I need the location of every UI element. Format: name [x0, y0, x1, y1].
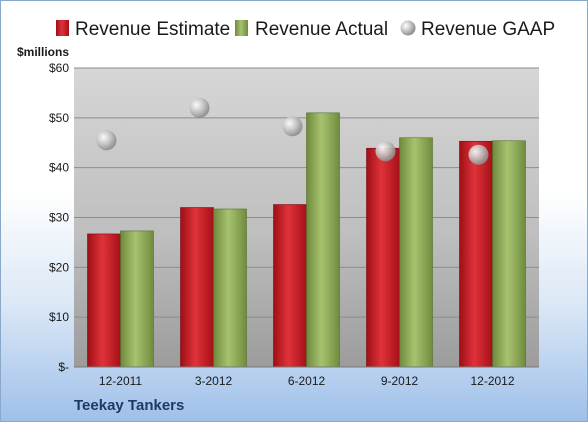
x-tick-label: 3-2012	[195, 374, 233, 388]
gaap-marker	[375, 141, 396, 162]
legend-swatch-estimate	[56, 20, 69, 36]
bar-revenue-estimate	[459, 140, 493, 368]
x-tick-label: 12-2012	[470, 374, 514, 388]
bar-revenue-estimate	[366, 147, 400, 368]
bar-revenue-actual	[492, 140, 526, 368]
legend-label-actual: Revenue Actual	[255, 19, 388, 40]
bar-revenue-estimate	[87, 233, 121, 368]
y-axis-unit-label: $millions	[17, 45, 69, 59]
x-tick-label: 9-2012	[381, 374, 419, 388]
company-name: Teekay Tankers	[74, 397, 185, 414]
bars	[87, 112, 526, 368]
bar-revenue-actual	[399, 137, 433, 368]
y-tick-label: $50	[49, 111, 69, 125]
y-tick-label: $20	[49, 260, 69, 274]
y-axis-ticks: $- $10 $20 $30 $40 $50 $60	[49, 61, 69, 374]
y-tick-label: $40	[49, 161, 69, 175]
bar-revenue-estimate	[273, 204, 307, 368]
legend-label-gaap: Revenue GAAP	[421, 19, 555, 40]
bar-revenue-estimate	[180, 207, 214, 368]
gaap-marker	[468, 144, 489, 165]
x-axis-ticks: 12-2011 3-2012 6-2012 9-2012 12-2012	[99, 374, 515, 388]
legend: Revenue Estimate Revenue Actual Revenue …	[56, 19, 555, 40]
x-tick-label: 6-2012	[288, 374, 326, 388]
y-tick-label: $-	[58, 360, 69, 374]
y-tick-label: $10	[49, 310, 69, 324]
x-tick-label: 12-2011	[99, 374, 142, 388]
legend-label-estimate: Revenue Estimate	[75, 19, 230, 40]
gaap-markers	[96, 97, 489, 165]
gaap-marker	[189, 97, 210, 118]
legend-swatch-actual	[235, 20, 248, 36]
bar-revenue-actual	[120, 230, 154, 368]
y-tick-label: $30	[49, 211, 69, 225]
bar-revenue-actual	[213, 208, 247, 368]
legend-swatch-gaap	[400, 20, 416, 36]
gaap-marker	[282, 116, 303, 137]
gaap-marker	[96, 130, 117, 151]
bar-revenue-actual	[306, 112, 340, 368]
y-tick-label: $60	[49, 61, 69, 75]
